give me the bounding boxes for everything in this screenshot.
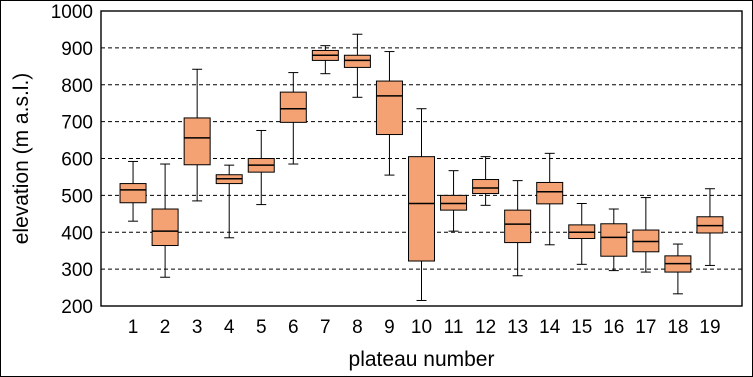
y-tick-labels: 200 300 400 500 600 700 800 900 1000 <box>51 2 93 318</box>
iqr-box <box>183 117 211 166</box>
x-tick-label-16: 16 <box>603 317 624 338</box>
box-plateau-18 <box>664 243 692 295</box>
x-tick-label-15: 15 <box>571 317 592 338</box>
boxes-layer <box>119 33 724 301</box>
x-tick-label-4: 4 <box>224 317 235 338</box>
y-tick-label-900: 900 <box>61 39 93 60</box>
box-plateau-15 <box>568 202 596 265</box>
box-plateau-17 <box>632 197 660 273</box>
y-tick-label-1000: 1000 <box>51 2 93 23</box>
box-plateau-5 <box>247 129 275 206</box>
box-plateau-2 <box>151 163 179 278</box>
x-tick-label-12: 12 <box>475 317 496 338</box>
box-plateau-11 <box>440 170 468 232</box>
x-tick-label-10: 10 <box>411 317 432 338</box>
y-tick-label-200: 200 <box>61 297 93 318</box>
y-tick-label-600: 600 <box>61 150 93 171</box>
x-tick-label-11: 11 <box>444 317 464 338</box>
x-tick-labels: 1 2 3 4 5 6 7 8 9 10 11 12 13 14 15 16 17 18 19 <box>128 317 721 338</box>
iqr-box <box>472 179 500 195</box>
x-axis-title: plateau number <box>349 348 495 371</box>
box-plateau-9 <box>375 51 403 176</box>
y-tick-label-500: 500 <box>61 186 93 207</box>
x-tick-label-3: 3 <box>192 317 203 338</box>
x-tick-label-1: 1 <box>128 317 139 338</box>
y-tick-label-700: 700 <box>61 113 93 134</box>
box-plateau-7 <box>311 45 339 75</box>
x-tick-label-19: 19 <box>699 317 720 338</box>
x-tick-label-14: 14 <box>539 317 561 338</box>
iqr-box <box>119 183 147 204</box>
y-axis-title: elevation (m a.s.l.) <box>10 73 33 245</box>
y-tick-label-300: 300 <box>61 260 93 281</box>
box-plateau-14 <box>536 152 564 246</box>
box-plateau-1 <box>119 160 147 222</box>
iqr-box <box>375 80 403 136</box>
x-tick-label-17: 17 <box>635 317 656 338</box>
iqr-box <box>151 208 179 247</box>
x-tick-label-13: 13 <box>507 317 528 338</box>
box-plateau-13 <box>504 180 532 277</box>
box-plateau-19 <box>696 188 724 266</box>
box-plateau-3 <box>183 68 211 202</box>
box-plateau-8 <box>343 33 371 98</box>
x-tick-label-8: 8 <box>352 317 363 338</box>
y-tick-label-800: 800 <box>61 76 93 97</box>
iqr-box <box>343 54 371 68</box>
box-plateau-16 <box>600 208 628 272</box>
box-plateau-10 <box>408 108 435 301</box>
x-tick-label-6: 6 <box>288 317 299 338</box>
box-plateau-12 <box>472 156 500 206</box>
x-tick-label-2: 2 <box>160 317 171 338</box>
x-tick-label-7: 7 <box>320 317 331 338</box>
y-tick-label-400: 400 <box>61 223 93 244</box>
iqr-box <box>504 209 532 244</box>
iqr-box <box>536 181 564 205</box>
iqr-box <box>600 223 628 257</box>
box-plateau-6 <box>279 72 307 165</box>
iqr-box <box>279 91 307 123</box>
x-tick-label-5: 5 <box>256 317 267 338</box>
x-tick-label-9: 9 <box>384 317 395 338</box>
x-tick-label-18: 18 <box>667 317 688 338</box>
plot-area-frame <box>100 10 743 307</box>
iqr-box <box>408 156 435 262</box>
box-plateau-4 <box>215 164 243 239</box>
